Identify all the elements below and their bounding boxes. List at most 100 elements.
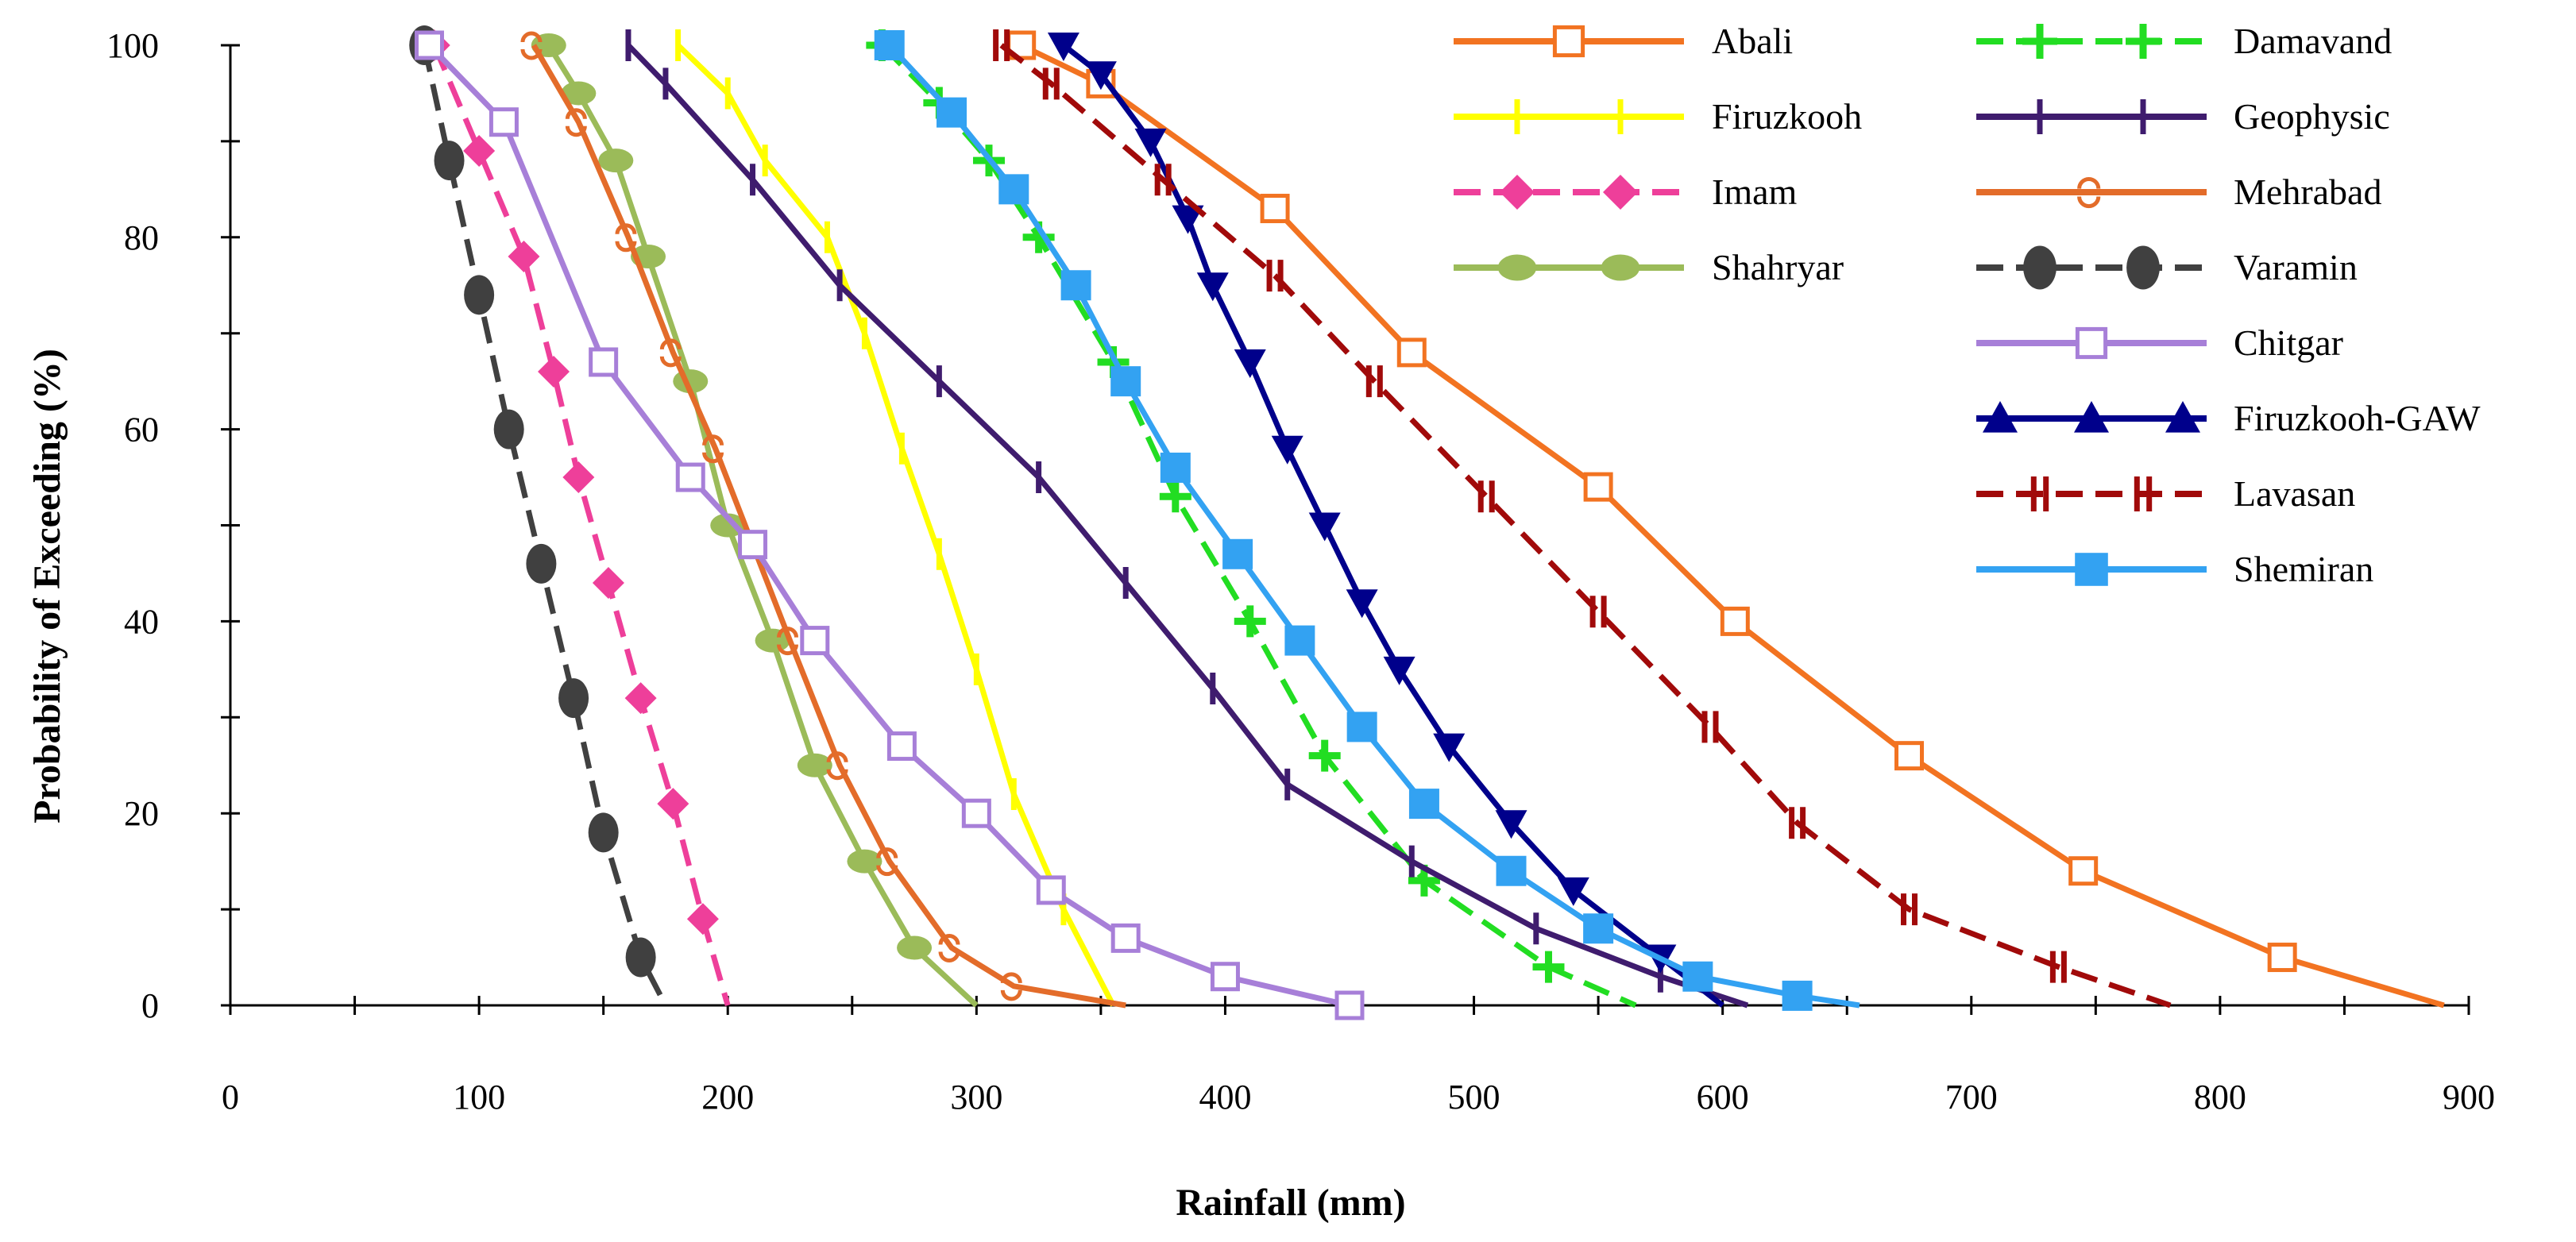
data-point [1000,972,1022,1001]
legend-label: Mehrabad [2234,172,2381,212]
data-point [1583,913,1614,944]
data-point [1222,538,1253,569]
data-point [1782,980,1813,1011]
axes: 0 100 200 300 400 500 600 700 800 900 0 20 40 60 80 100 [106,26,2495,1117]
series-varamin [409,25,669,1007]
data-point [1234,349,1266,378]
x-tick-label: 200 [701,1078,754,1117]
legend-label: Chitgar [2234,322,2343,363]
data-point [538,356,570,388]
series-mehrabad [520,31,1126,1009]
series-line [421,44,669,1007]
legend-marker [1601,254,1640,281]
data-point [615,223,637,253]
data-point [702,434,724,464]
data-point [1060,270,1091,301]
data-point [624,682,657,715]
data-point [886,731,917,762]
legend-marker [2074,401,2109,433]
data-point [1084,61,1117,91]
data-point [876,847,898,877]
legend-label: Imam [1712,172,1798,212]
data-point [1260,194,1290,224]
data-point [937,97,967,128]
data-point [1266,260,1284,292]
series-imam [418,29,731,1006]
data-point [1720,606,1750,636]
legend-marker [2077,177,2101,209]
data-point [938,934,960,962]
series-lavasan [993,29,2172,1009]
x-tick-label: 500 [1448,1078,1500,1117]
data-point [1894,741,1924,771]
data-point [897,935,933,960]
y-tick-label: 60 [124,411,159,449]
data-point [1495,810,1527,839]
data-point [961,798,991,828]
y-tick-label: 80 [124,218,159,257]
data-point [657,788,689,820]
legend-item-firuzkooh: Firuzkooh [1454,96,1862,137]
data-point [561,81,597,106]
x-tick-label: 800 [2194,1078,2246,1117]
y-tick-label: 20 [124,794,159,833]
data-point [1789,807,1806,839]
data-point [598,148,634,173]
legend-label: Lavasan [2234,473,2355,514]
data-point [1271,435,1303,465]
data-point [1047,33,1079,61]
legend-marker [1552,25,1585,58]
data-point [1901,893,1918,926]
data-point [2049,951,2067,983]
data-point [1036,875,1066,905]
y-tick-label: 0 [141,986,159,1025]
series-geophysic [625,29,1749,1009]
data-point [1383,656,1415,685]
data-point [1682,961,1713,992]
data-point [800,626,830,656]
data-point [508,240,540,272]
y-tick-label: 40 [124,602,159,641]
data-point [686,903,719,935]
data-point [1532,951,1565,983]
data-point [1583,472,1613,502]
legend-marker [2126,24,2161,59]
data-point [565,108,587,137]
x-tick-label: 700 [1945,1078,1998,1117]
data-point [1110,366,1141,397]
legend-label: Damavand [2234,21,2392,61]
y-tick-label: 100 [106,26,159,65]
legend-label: Varamin [2234,247,2358,287]
data-point [562,461,595,494]
data-point [1589,596,1607,628]
data-point [1346,712,1377,742]
data-point [1210,962,1240,992]
series-line [531,44,1126,1009]
series-line [1020,42,2445,1009]
data-point [1346,589,1378,619]
data-point [1234,605,1266,638]
legend-item-shemiran: Shemiran [1976,549,2373,589]
data-point [710,513,746,538]
data-point [1172,205,1204,234]
legend-label: Firuzkooh [1712,96,1862,137]
legend-item-varamin: Varamin [1976,245,2358,290]
data-point [558,678,589,719]
data-point [493,409,524,449]
legend-label: Shahryar [1712,247,1844,287]
legend-label: Shemiran [2234,549,2373,589]
legend-item-firuzkooh-gaw: Firuzkooh-GAW [1976,398,2481,438]
series-shemiran [874,30,1860,1011]
legend-item-abali: Abali [1454,21,1793,61]
x-tick-label: 900 [2443,1078,2495,1117]
series-layer [409,25,2445,1020]
data-point [434,141,465,181]
data-point [1396,338,1427,368]
x-tick-label: 300 [950,1078,1002,1117]
data-point [1308,512,1341,542]
legend: Abali Firuzkooh Imam Shahryar Damavand Geophy… [1454,21,2481,589]
data-point [797,753,832,777]
legend-marker [1983,401,2018,433]
data-point [1110,923,1141,953]
data-point [592,567,624,600]
